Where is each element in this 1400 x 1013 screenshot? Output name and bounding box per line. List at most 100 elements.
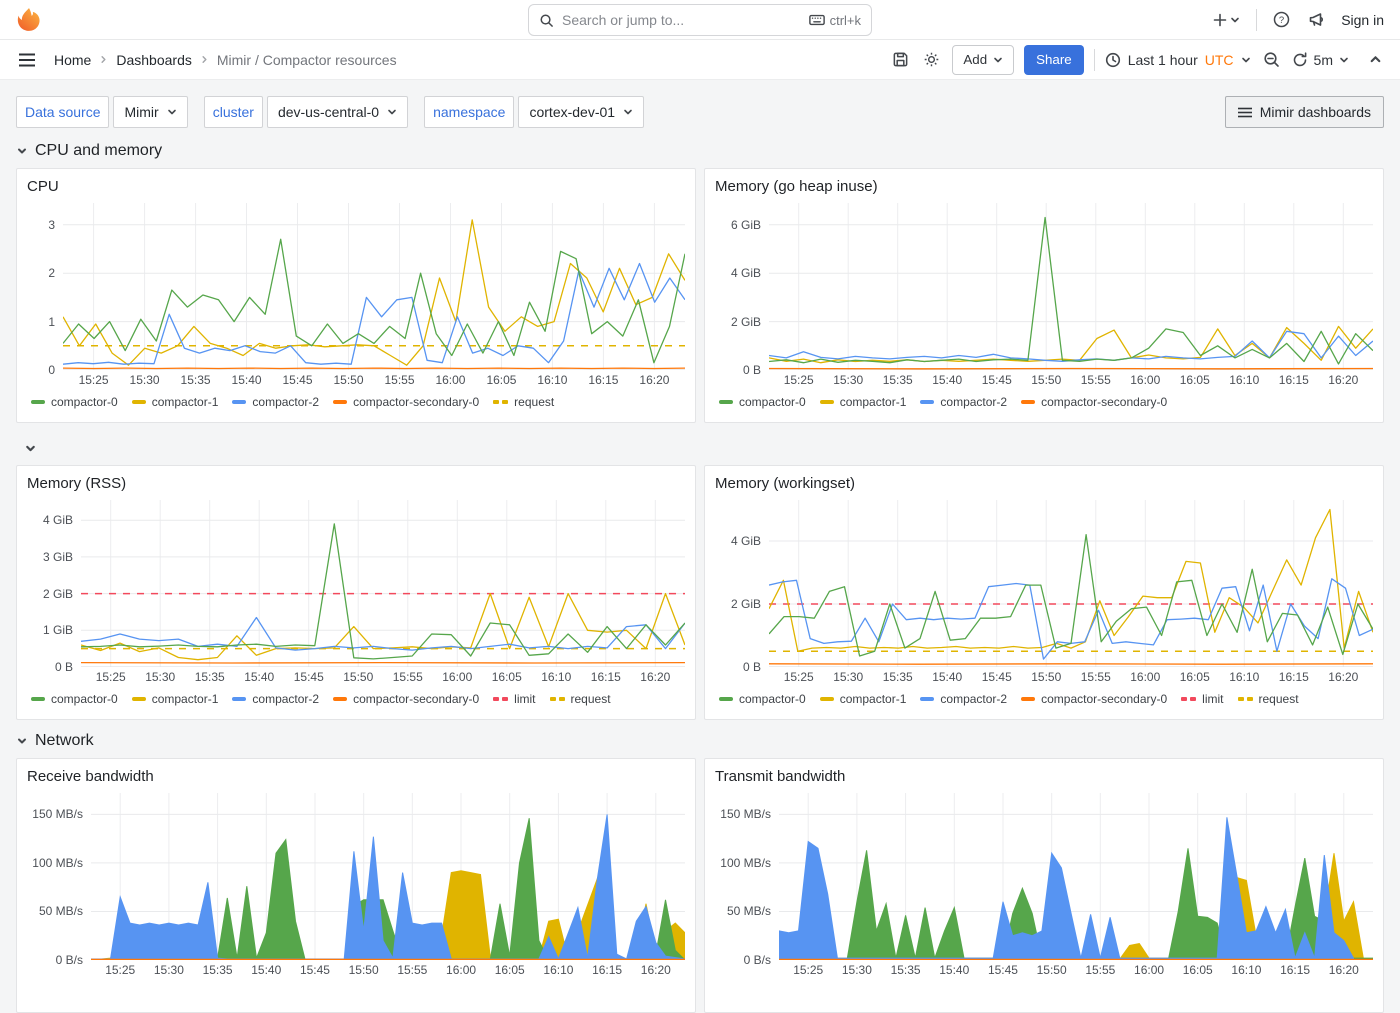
x-axis-label: 15:45 (282, 373, 313, 387)
share-button[interactable]: Share (1024, 44, 1084, 75)
panel-title[interactable]: Memory (go heap inuse) (715, 178, 878, 195)
datasource-dropdown[interactable]: Mimir (113, 96, 188, 128)
chart-plot-area[interactable] (779, 793, 1373, 960)
collapse-controls-button[interactable] (1367, 51, 1384, 68)
row-header-cpu-and-memory[interactable]: CPU and memory (16, 142, 1384, 160)
legend-item-compactor-2[interactable]: compactor-2 (232, 395, 319, 409)
search-icon (539, 13, 554, 28)
chart-svg (769, 500, 1373, 667)
panel-title[interactable]: Transmit bandwidth (715, 768, 846, 785)
sign-in-link[interactable]: Sign in (1341, 11, 1384, 28)
legend-label: request (1258, 692, 1299, 706)
clock-icon (1105, 52, 1120, 67)
legend-color-chip (1021, 400, 1036, 404)
legend-label: request (570, 692, 611, 706)
legend-item-compactor-0[interactable]: compactor-0 (719, 692, 806, 706)
y-axis-label: 6 GiB (730, 217, 761, 232)
row-header-unnamed[interactable] (16, 437, 1384, 459)
panel-memory-go-heap-inuse: Memory (go heap inuse) 0 B 2 GiB 4 GiB 6 Gi… (704, 168, 1384, 423)
legend-item-compactor-0[interactable]: compactor-0 (31, 692, 118, 706)
legend-color-chip (333, 400, 348, 404)
legend-item-compactor-secondary-0[interactable]: compactor-secondary-0 (1021, 692, 1167, 706)
chart-plot-area[interactable] (769, 500, 1373, 667)
legend-color-chip (232, 697, 247, 701)
legend-item-limit[interactable]: limit (493, 692, 536, 706)
chart-svg (91, 793, 685, 960)
search-input[interactable]: Search or jump to... ctrl+k (528, 4, 872, 36)
legend-item-limit[interactable]: limit (1181, 692, 1224, 706)
panel-memory-rss: Memory (RSS) 0 B 1 GiB 2 GiB 3 GiB 4 GiB 15:… (16, 465, 696, 720)
chart-plot-area[interactable] (91, 793, 685, 960)
x-axis-label: 15:40 (251, 963, 282, 977)
legend-label: compactor-0 (739, 692, 806, 706)
y-axis-label: 2 GiB (730, 314, 761, 329)
x-axis-label: 16:05 (1179, 670, 1210, 684)
legend-color-chip (719, 697, 733, 701)
x-axis-label: 15:55 (1085, 963, 1116, 977)
chart-plot-area[interactable] (63, 203, 685, 370)
x-axis-label: 15:50 (1031, 670, 1062, 684)
grafana-logo[interactable] (16, 7, 42, 33)
panel-title[interactable]: Memory (workingset) (715, 475, 856, 492)
x-axis-label: 15:40 (932, 373, 963, 387)
legend-label: compactor-secondary-0 (353, 692, 480, 706)
legend-item-compactor-2[interactable]: compactor-2 (232, 692, 319, 706)
zoom-out-time-button[interactable] (1261, 49, 1282, 70)
dashboard-settings-button[interactable] (921, 49, 942, 70)
legend-item-compactor-secondary-0[interactable]: compactor-secondary-0 (333, 395, 479, 409)
legend-item-compactor-secondary-0[interactable]: compactor-secondary-0 (1021, 395, 1167, 409)
y-axis-label: 3 (48, 217, 55, 232)
legend-item-compactor-1[interactable]: compactor-1 (819, 395, 906, 409)
save-icon (894, 52, 908, 67)
legend-item-compactor-1[interactable]: compactor-1 (819, 692, 906, 706)
legend-color-chip (1021, 697, 1036, 701)
save-dashboard-button[interactable] (890, 49, 911, 70)
y-axis-label: 100 MB/s (32, 855, 83, 870)
legend-item-compactor-secondary-0[interactable]: compactor-secondary-0 (333, 692, 479, 706)
add-button[interactable]: Add (952, 44, 1015, 75)
x-axis-label: 16:10 (1231, 963, 1262, 977)
refresh-picker[interactable]: 5m (1292, 52, 1349, 68)
panel-title[interactable]: Receive bandwidth (27, 768, 154, 785)
breadcrumb-dashboards[interactable]: Dashboards (116, 51, 192, 68)
legend-color-chip (819, 400, 834, 404)
mega-menu-button[interactable] (16, 51, 38, 69)
x-axis-label: 16:20 (639, 373, 670, 387)
legend-item-compactor-1[interactable]: compactor-1 (131, 395, 218, 409)
time-range-picker[interactable]: Last 1 hour UTC (1105, 52, 1251, 68)
new-menu-button[interactable] (1210, 10, 1242, 30)
legend-item-compactor-2[interactable]: compactor-2 (920, 692, 1007, 706)
mimir-dashboards-button[interactable]: Mimir dashboards (1224, 96, 1384, 128)
row-header-network[interactable]: Network (16, 732, 1384, 750)
legend-item-compactor-2[interactable]: compactor-2 (920, 395, 1007, 409)
x-axis-label: 15:25 (783, 373, 814, 387)
y-axis-label: 0 B/s (743, 953, 771, 967)
legend-color-chip (493, 400, 509, 404)
variable-label: namespace (424, 96, 515, 128)
legend-item-compactor-0[interactable]: compactor-0 (31, 395, 118, 409)
help-button[interactable]: ? (1271, 9, 1292, 30)
panel-title[interactable]: CPU (27, 178, 59, 195)
legend-item-compactor-0[interactable]: compactor-0 (719, 395, 806, 409)
y-axis-label: 4 GiB (730, 533, 761, 548)
x-axis-label: 16:20 (1328, 670, 1359, 684)
legend-item-compactor-1[interactable]: compactor-1 (131, 692, 218, 706)
chart-plot-area[interactable] (81, 500, 685, 667)
legend: compactor-0 compactor-1 compactor-2 compact… (715, 390, 1373, 414)
legend-color-chip (1237, 697, 1253, 701)
y-axis: 0 B/s 50 MB/s 100 MB/s 150 MB/s (27, 793, 91, 967)
cluster-dropdown[interactable]: dev-us-central-0 (266, 96, 409, 128)
namespace-dropdown[interactable]: cortex-dev-01 (518, 96, 645, 128)
chart-plot-area[interactable] (769, 203, 1373, 370)
y-axis-label: 2 GiB (42, 586, 73, 601)
legend-item-request[interactable]: request (549, 692, 611, 706)
panel-title[interactable]: Memory (RSS) (27, 475, 127, 492)
news-button[interactable] (1306, 9, 1327, 30)
legend-item-request[interactable]: request (493, 395, 554, 409)
keyboard-icon (808, 14, 825, 26)
breadcrumb-home[interactable]: Home (54, 51, 92, 68)
chevron-down-icon (18, 148, 26, 154)
y-axis-label: 1 GiB (42, 623, 73, 638)
legend-item-request[interactable]: request (1237, 692, 1299, 706)
